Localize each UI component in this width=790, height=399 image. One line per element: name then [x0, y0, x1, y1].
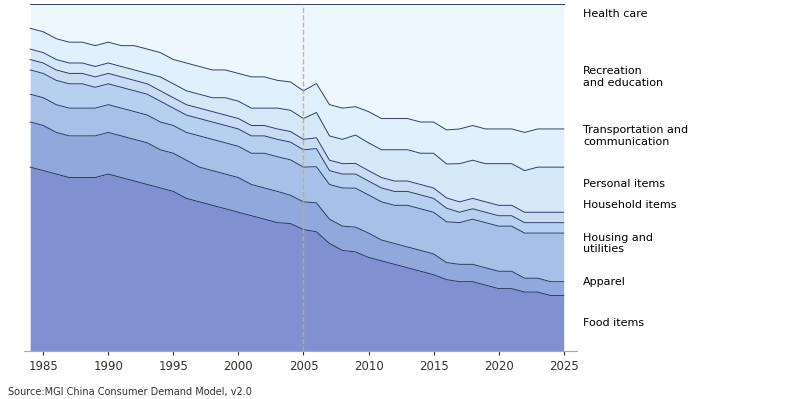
Text: Housing and
utilities: Housing and utilities: [583, 233, 653, 254]
Text: Recreation
and education: Recreation and education: [583, 66, 664, 88]
Text: Apparel: Apparel: [583, 277, 626, 287]
Text: Household items: Household items: [583, 200, 677, 210]
Text: Health care: Health care: [583, 10, 648, 20]
Text: Transportation and
communication: Transportation and communication: [583, 125, 688, 147]
Text: Food items: Food items: [583, 318, 645, 328]
Text: Source:MGI China Consumer Demand Model, v2.0: Source:MGI China Consumer Demand Model, …: [8, 387, 252, 397]
Text: Personal items: Personal items: [583, 180, 665, 190]
